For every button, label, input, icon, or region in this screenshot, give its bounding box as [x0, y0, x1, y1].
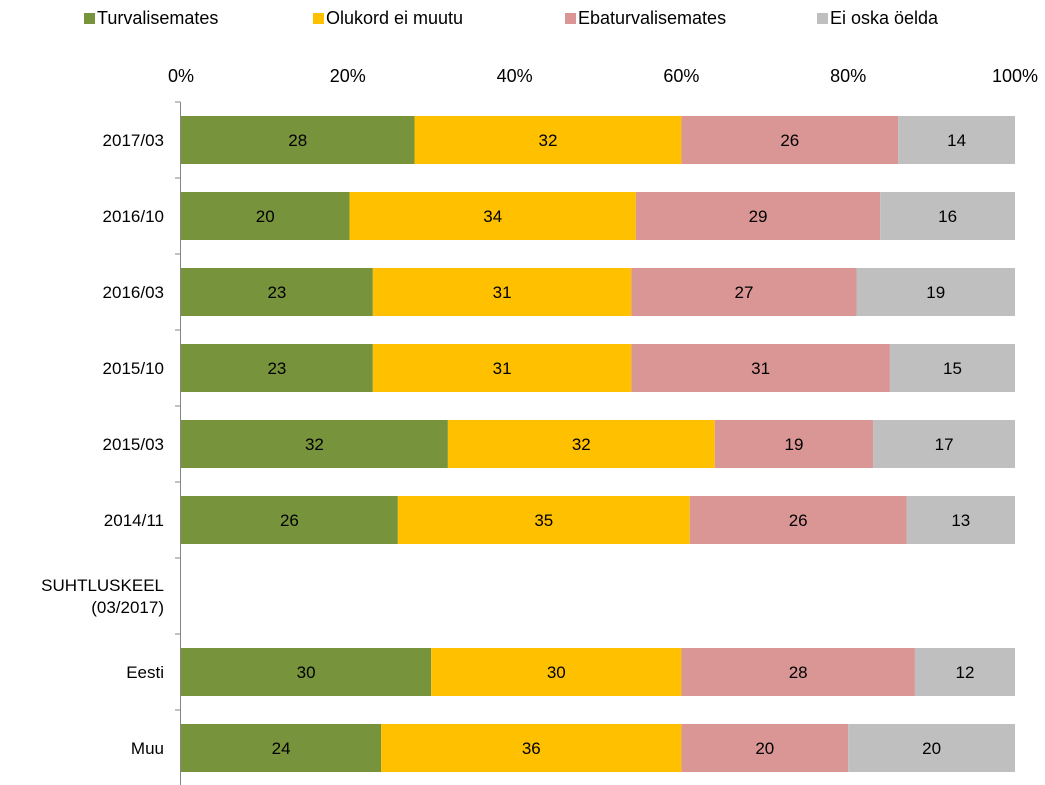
data-label: 34 — [483, 207, 502, 226]
category-label: Muu — [131, 739, 164, 758]
bar-segment-ei-oska-oelda — [914, 648, 1015, 696]
bar-segment-olukord-ei-muutu — [397, 496, 690, 544]
legend-label-olukord-ei-muutu: Olukord ei muutu — [326, 8, 463, 28]
category-label: 2017/03 — [103, 131, 164, 150]
category-label: 2015/03 — [103, 435, 164, 454]
data-label: 23 — [267, 283, 286, 302]
data-label: 23 — [267, 359, 286, 378]
bar-segment-turvalisemates — [181, 116, 415, 164]
legend: Turvalisemates Olukord ei muutu Ebaturvali… — [84, 8, 939, 28]
category-label: 2016/10 — [103, 207, 164, 226]
category-label: 2014/11 — [104, 511, 164, 530]
bar-segment-ebaturvalisemates — [631, 268, 857, 316]
legend-label-ei-oska-oelda: Ei oska öelda — [830, 8, 939, 28]
data-label: 20 — [922, 739, 941, 758]
data-label: 29 — [749, 207, 768, 226]
bar-segment-olukord-ei-muutu — [372, 268, 632, 316]
bar-segment-turvalisemates — [181, 648, 432, 696]
data-label: 17 — [935, 435, 954, 454]
bar-segment-turvalisemates — [181, 344, 373, 392]
bar-segment-ebaturvalisemates — [631, 344, 890, 392]
bar-segment-turvalisemates — [181, 192, 350, 240]
legend-swatch-ebaturvalisemates — [565, 13, 576, 24]
bars: 28 32 26 14 20 34 29 16 23 31 27 19 23 31 31 15 32 32 19 17… — [181, 116, 1015, 772]
bar-segment-ei-oska-oelda — [848, 724, 1015, 772]
x-tick-label: 20% — [330, 66, 366, 86]
x-tick-label: 60% — [663, 66, 699, 86]
data-label: 30 — [547, 663, 566, 682]
category-label: 2016/03 — [103, 283, 164, 302]
bar-segment-turvalisemates — [181, 268, 373, 316]
bar-segment-olukord-ei-muutu — [381, 724, 682, 772]
data-label: 15 — [943, 359, 962, 378]
data-label: 16 — [938, 207, 957, 226]
data-label: 28 — [288, 131, 307, 150]
data-label: 20 — [755, 739, 774, 758]
legend-swatch-turvalisemates — [84, 13, 95, 24]
data-label: 35 — [534, 511, 553, 530]
data-label: 12 — [955, 663, 974, 682]
data-label: 19 — [926, 283, 945, 302]
data-label: 26 — [780, 131, 799, 150]
bar-segment-ebaturvalisemates — [681, 648, 915, 696]
x-axis-ticks: 0% 20% 40% 60% 80% 100% — [168, 66, 1038, 86]
category-axis — [175, 101, 181, 785]
bar-segment-turvalisemates — [181, 420, 448, 468]
data-label: 30 — [297, 663, 316, 682]
bar-segment-ei-oska-oelda — [856, 268, 1015, 316]
bar-segment-ei-oska-oelda — [889, 344, 1015, 392]
legend-swatch-olukord-ei-muutu — [313, 13, 324, 24]
bar-segment-olukord-ei-muutu — [447, 420, 715, 468]
bar-segment-ei-oska-oelda — [906, 496, 1015, 544]
data-label: 13 — [951, 511, 970, 530]
data-label: 26 — [789, 511, 808, 530]
data-label: 27 — [734, 283, 753, 302]
bar-segment-ebaturvalisemates — [689, 496, 907, 544]
bar-segment-ebaturvalisemates — [635, 192, 881, 240]
legend-label-ebaturvalisemates: Ebaturvalisemates — [578, 8, 726, 28]
bar-segment-turvalisemates — [181, 496, 398, 544]
x-tick-label: 0% — [168, 66, 194, 86]
legend-label-turvalisemates: Turvalisemates — [97, 8, 218, 28]
data-label: 31 — [493, 283, 512, 302]
data-label: 19 — [785, 435, 804, 454]
bar-segment-ei-oska-oelda — [880, 192, 1015, 240]
bar-segment-ei-oska-oelda — [898, 116, 1015, 164]
data-label: 24 — [272, 739, 291, 758]
bar-segment-olukord-ei-muutu — [414, 116, 682, 164]
legend-swatch-ei-oska-oelda — [817, 13, 828, 24]
bar-segment-olukord-ei-muutu — [349, 192, 636, 240]
category-label: SUHTLUSKEEL (03/2017) — [41, 576, 164, 617]
data-label: 26 — [280, 511, 299, 530]
x-tick-label: 40% — [497, 66, 533, 86]
category-labels: 2017/03 2016/10 2016/03 2015/10 2015/03 2014/… — [41, 131, 164, 758]
bar-segment-ebaturvalisemates — [714, 420, 874, 468]
data-label: 32 — [538, 131, 557, 150]
data-label: 31 — [751, 359, 770, 378]
bar-segment-turvalisemates — [181, 724, 382, 772]
category-label: 2015/10 — [103, 359, 164, 378]
bar-segment-ei-oska-oelda — [873, 420, 1015, 468]
bar-segment-olukord-ei-muutu — [431, 648, 682, 696]
category-label: Eesti — [126, 663, 164, 682]
data-label: 32 — [305, 435, 324, 454]
bar-segment-ebaturvalisemates — [681, 116, 899, 164]
data-label: 36 — [522, 739, 541, 758]
x-tick-label: 80% — [830, 66, 866, 86]
data-label: 32 — [572, 435, 591, 454]
x-tick-label: 100% — [992, 66, 1038, 86]
data-label: 28 — [789, 663, 808, 682]
data-label: 14 — [947, 131, 966, 150]
bar-segment-ebaturvalisemates — [681, 724, 849, 772]
bar-segment-olukord-ei-muutu — [372, 344, 632, 392]
data-label: 31 — [493, 359, 512, 378]
data-label: 20 — [256, 207, 275, 226]
